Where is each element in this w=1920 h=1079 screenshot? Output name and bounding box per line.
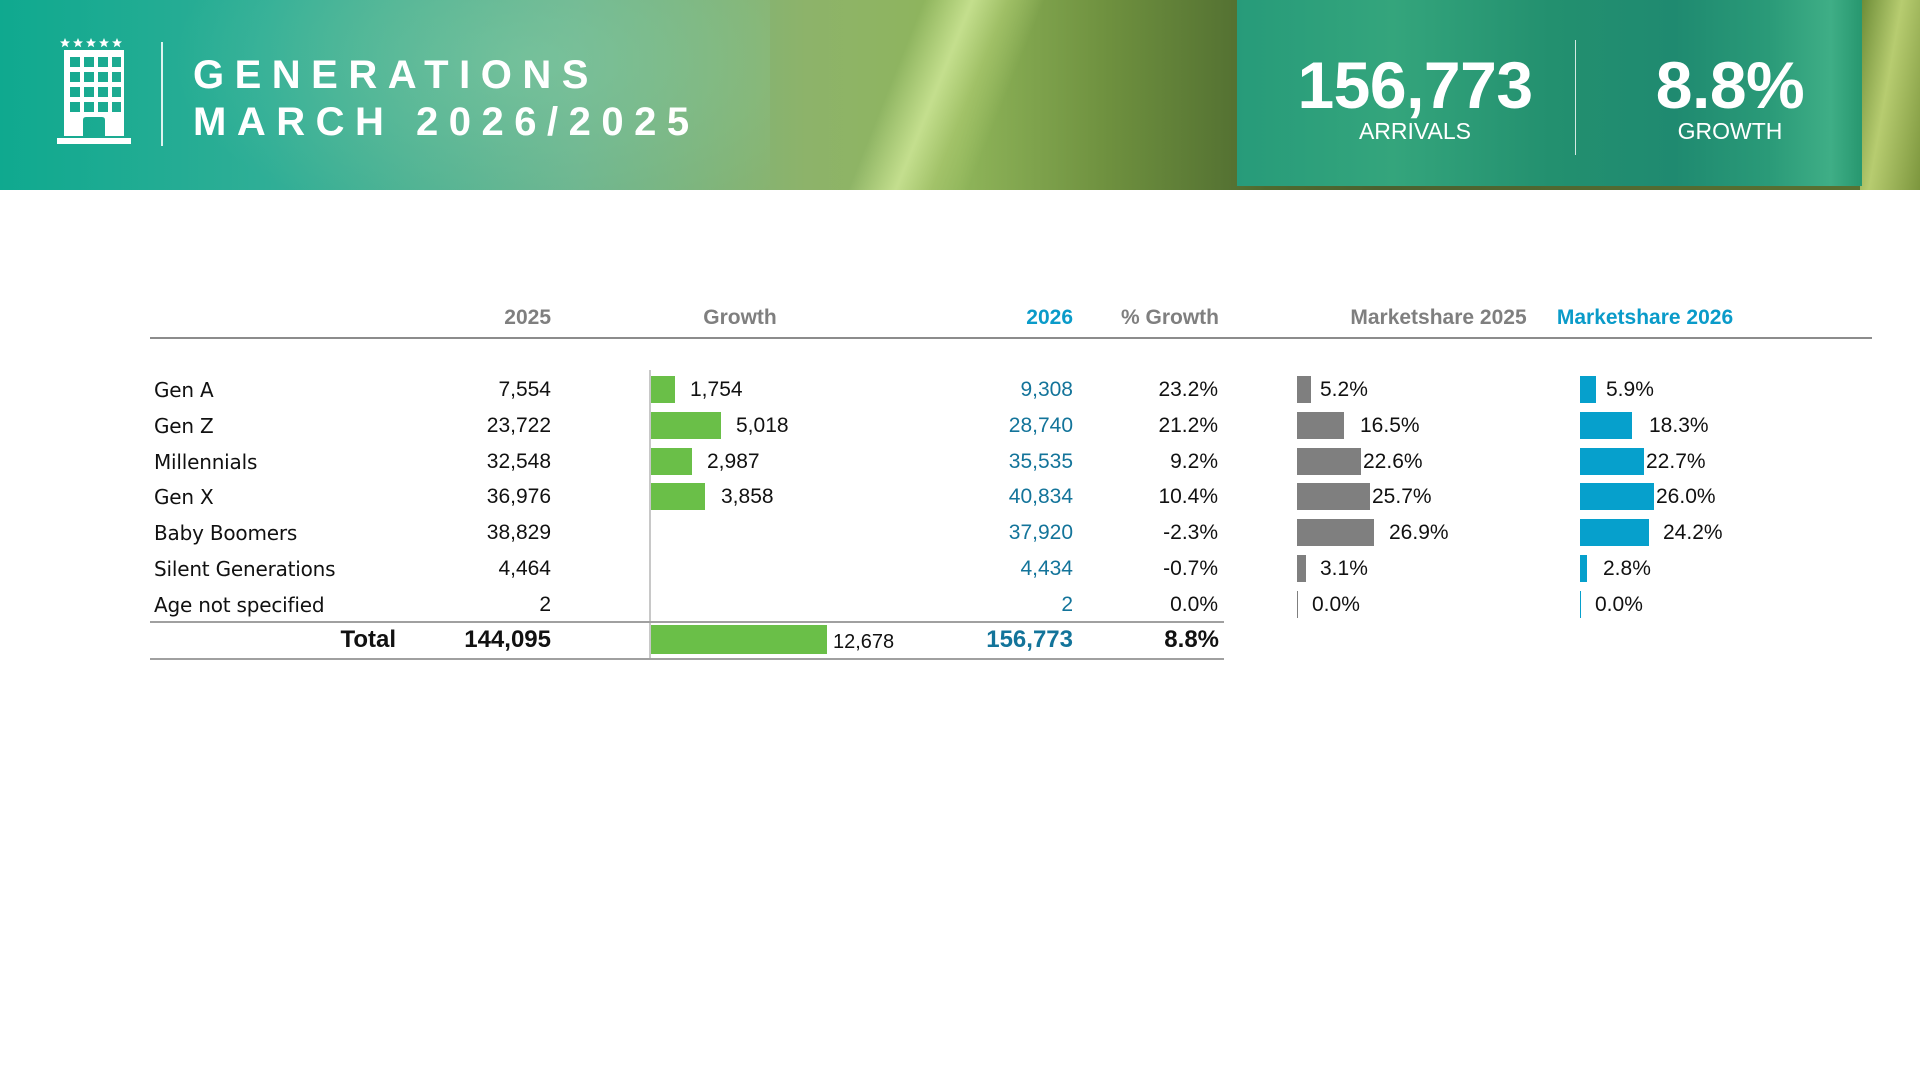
marketshare-2026-bar <box>1580 519 1649 546</box>
marketshare-2025-value: 26.9% <box>1389 521 1449 544</box>
title-divider <box>161 42 163 146</box>
value-2025: 32,548 <box>486 450 551 473</box>
value-2025: 23,722 <box>486 414 551 437</box>
growth-bar <box>651 376 675 403</box>
hotel-building-icon <box>57 38 131 144</box>
total-top-rule <box>150 621 1224 623</box>
value-2025: 36,976 <box>486 485 551 508</box>
marketshare-2025-value: 0.0% <box>1312 593 1360 616</box>
value-2026: 37,920 <box>1008 521 1073 544</box>
pct-growth: 0.0% <box>1170 593 1218 616</box>
marketshare-2026-value: 18.3% <box>1649 414 1709 437</box>
kpi-panel <box>1237 0 1862 186</box>
banner-leaf-decoration <box>819 0 1061 190</box>
marketshare-2026-value: 5.9% <box>1606 378 1654 401</box>
row-label: Millennials <box>154 450 258 474</box>
value-2025: 7,554 <box>498 378 551 401</box>
marketshare-2025-bar <box>1297 591 1298 618</box>
value-2026: 9,308 <box>1020 378 1073 401</box>
marketshare-2025-bar <box>1297 448 1361 475</box>
total-bottom-rule <box>150 658 1224 660</box>
value-2026: 40,834 <box>1008 485 1073 508</box>
banner-edge-decoration <box>1860 0 1920 190</box>
value-2025: 38,829 <box>486 521 551 544</box>
growth-bar <box>651 483 705 510</box>
column-header-2025: 2025 <box>504 306 551 329</box>
pct-growth: 23.2% <box>1158 378 1218 401</box>
growth-value: 1,754 <box>690 378 743 401</box>
pct-growth: -2.3% <box>1163 521 1218 544</box>
total-growth-value: 12,678 <box>833 631 895 653</box>
marketshare-2026-bar <box>1580 555 1587 582</box>
value-2026: 2 <box>1061 593 1073 616</box>
marketshare-2025-value: 22.6% <box>1363 450 1423 473</box>
growth-axis-line <box>649 370 651 660</box>
total-label: Total <box>340 626 396 653</box>
total-pct-growth: 8.8% <box>1164 626 1219 653</box>
page-title: GENERATIONS MARCH 2026/2025 <box>193 52 700 146</box>
marketshare-2026-bar <box>1580 483 1654 510</box>
growth-value: 5,018 <box>736 414 789 437</box>
marketshare-2026-bar <box>1580 412 1632 439</box>
marketshare-2026-bar <box>1580 376 1596 403</box>
total-2026: 156,773 <box>986 626 1073 653</box>
pct-growth: -0.7% <box>1163 557 1218 580</box>
value-2025: 2 <box>539 593 551 616</box>
column-header-growth: Growth <box>703 306 777 329</box>
kpi-arrivals-label: ARRIVALS <box>1358 118 1472 144</box>
pct-growth: 10.4% <box>1158 485 1218 508</box>
marketshare-2025-value: 3.1% <box>1320 557 1368 580</box>
column-header-marketshare-2025: Marketshare 2025 <box>1350 306 1527 329</box>
kpi-growth-label: GROWTH <box>1677 118 1783 144</box>
marketshare-2026-value: 22.7% <box>1646 450 1706 473</box>
pct-growth: 21.2% <box>1158 414 1218 437</box>
value-2026: 4,434 <box>1020 557 1073 580</box>
total-growth-bar <box>651 625 827 654</box>
title-line-2: MARCH 2026/2025 <box>193 100 700 144</box>
growth-value: 3,858 <box>721 485 774 508</box>
pct-growth: 9.2% <box>1170 450 1218 473</box>
kpi-divider <box>1575 40 1576 155</box>
title-line-1: GENERATIONS <box>193 53 599 97</box>
value-2026: 35,535 <box>1008 450 1073 473</box>
marketshare-2026-bar <box>1580 591 1581 618</box>
kpi-growth: 8.8% GROWTH <box>1590 52 1870 144</box>
marketshare-2026-value: 2.8% <box>1603 557 1651 580</box>
marketshare-2026-value: 24.2% <box>1663 521 1723 544</box>
column-header-2026: 2026 <box>1026 306 1073 329</box>
marketshare-2026-value: 0.0% <box>1595 593 1643 616</box>
marketshare-2026-value: 26.0% <box>1656 485 1716 508</box>
growth-bar <box>651 448 692 475</box>
total-2025: 144,095 <box>464 626 551 653</box>
marketshare-2025-value: 5.2% <box>1320 378 1368 401</box>
marketshare-2025-bar <box>1297 555 1306 582</box>
row-label: Age not specified <box>154 593 325 617</box>
row-label: Gen X <box>154 485 214 509</box>
marketshare-2025-bar <box>1297 483 1370 510</box>
value-2026: 28,740 <box>1008 414 1073 437</box>
row-label: Silent Generations <box>154 557 336 581</box>
marketshare-2026-bar <box>1580 448 1644 475</box>
row-label: Gen Z <box>154 414 214 438</box>
kpi-arrivals: 156,773 ARRIVALS <box>1270 52 1560 144</box>
growth-bar <box>651 412 721 439</box>
value-2025: 4,464 <box>498 557 551 580</box>
row-label: Gen A <box>154 378 214 402</box>
growth-value: 2,987 <box>707 450 760 473</box>
marketshare-2025-value: 25.7% <box>1372 485 1432 508</box>
marketshare-2025-bar <box>1297 412 1344 439</box>
marketshare-2025-bar <box>1297 519 1374 546</box>
marketshare-2025-bar <box>1297 376 1311 403</box>
marketshare-2025-value: 16.5% <box>1360 414 1420 437</box>
header-rule <box>150 337 1872 339</box>
column-header-pct-growth: % Growth <box>1121 306 1219 329</box>
kpi-growth-value: 8.8% <box>1655 48 1805 122</box>
row-label: Baby Boomers <box>154 521 298 545</box>
kpi-arrivals-value: 156,773 <box>1297 48 1533 122</box>
column-header-marketshare-2026: Marketshare 2026 <box>1556 306 1734 329</box>
banner-glow <box>170 0 770 190</box>
